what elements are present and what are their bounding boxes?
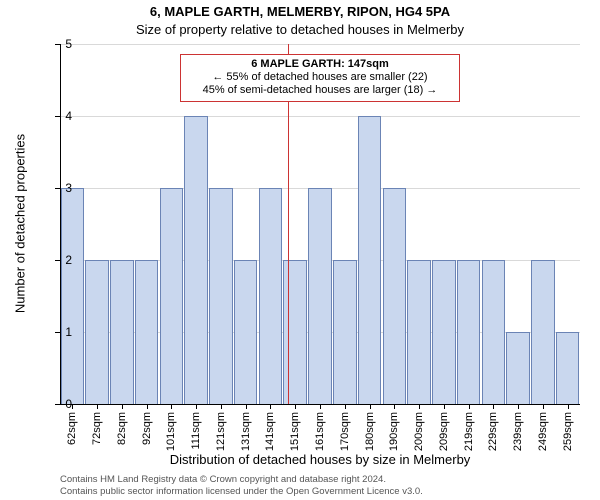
x-tick-label: 72sqm <box>91 412 103 445</box>
bar <box>383 188 407 404</box>
bar <box>209 188 233 404</box>
bar <box>432 260 456 404</box>
bar <box>457 260 481 404</box>
footer-copyright-1: Contains HM Land Registry data © Crown c… <box>60 474 386 485</box>
x-tick-label: 239sqm <box>512 412 524 451</box>
footer-copyright-2: Contains public sector information licen… <box>60 486 423 497</box>
grid-line <box>60 44 580 45</box>
x-tick-label: 219sqm <box>463 412 475 451</box>
x-tick-label: 131sqm <box>240 412 252 451</box>
x-tick-label: 151sqm <box>289 412 301 451</box>
x-tick-label: 121sqm <box>215 412 227 451</box>
plot-area: 62sqm72sqm82sqm92sqm101sqm111sqm121sqm13… <box>60 44 580 404</box>
bar <box>160 188 184 404</box>
x-tick-label: 101sqm <box>165 412 177 451</box>
bar <box>407 260 431 404</box>
y-axis-label: Number of detached properties <box>13 124 28 324</box>
callout-line1: 6 MAPLE GARTH: 147sqm <box>187 58 453 71</box>
y-axis <box>60 44 61 404</box>
chart-container: 6, MAPLE GARTH, MELMERBY, RIPON, HG4 5PA… <box>0 0 600 500</box>
x-tick-label: 62sqm <box>66 412 78 445</box>
bar <box>110 260 134 404</box>
y-tick-label: 4 <box>52 109 72 123</box>
callout-box: 6 MAPLE GARTH: 147sqm← 55% of detached h… <box>180 54 460 102</box>
callout-line3: 45% of semi-detached houses are larger (… <box>187 84 453 97</box>
bar <box>259 188 283 404</box>
x-tick-label: 200sqm <box>413 412 425 451</box>
callout-line2: ← 55% of detached houses are smaller (22… <box>187 71 453 84</box>
x-tick-label: 82sqm <box>116 412 128 445</box>
x-axis <box>60 404 580 405</box>
bar <box>234 260 258 404</box>
bar <box>556 332 580 404</box>
bar <box>135 260 159 404</box>
y-tick-label: 0 <box>52 397 72 411</box>
x-tick-label: 111sqm <box>190 412 202 450</box>
chart-title-address: 6, MAPLE GARTH, MELMERBY, RIPON, HG4 5PA <box>0 4 600 19</box>
x-tick-label: 259sqm <box>562 412 574 451</box>
bar <box>308 188 332 404</box>
chart-subtitle: Size of property relative to detached ho… <box>0 22 600 37</box>
x-tick-label: 92sqm <box>141 412 153 445</box>
x-tick-label: 141sqm <box>264 412 276 451</box>
x-tick-label: 190sqm <box>388 412 400 451</box>
x-axis-label: Distribution of detached houses by size … <box>60 452 580 467</box>
x-tick-label: 249sqm <box>537 412 549 451</box>
y-tick-label: 3 <box>52 181 72 195</box>
grid-line <box>60 116 580 117</box>
x-tick-label: 161sqm <box>314 412 326 451</box>
y-tick-label: 1 <box>52 325 72 339</box>
bar <box>333 260 357 404</box>
x-tick-label: 209sqm <box>438 412 450 451</box>
y-tick-label: 5 <box>52 37 72 51</box>
bar <box>61 188 85 404</box>
bar <box>506 332 530 404</box>
x-tick-label: 229sqm <box>487 412 499 451</box>
bar <box>531 260 555 404</box>
bar <box>358 116 382 404</box>
x-tick-label: 170sqm <box>339 412 351 451</box>
bar <box>184 116 208 404</box>
x-tick-label: 180sqm <box>364 412 376 451</box>
bar <box>482 260 506 404</box>
bar <box>85 260 109 404</box>
y-tick-label: 2 <box>52 253 72 267</box>
